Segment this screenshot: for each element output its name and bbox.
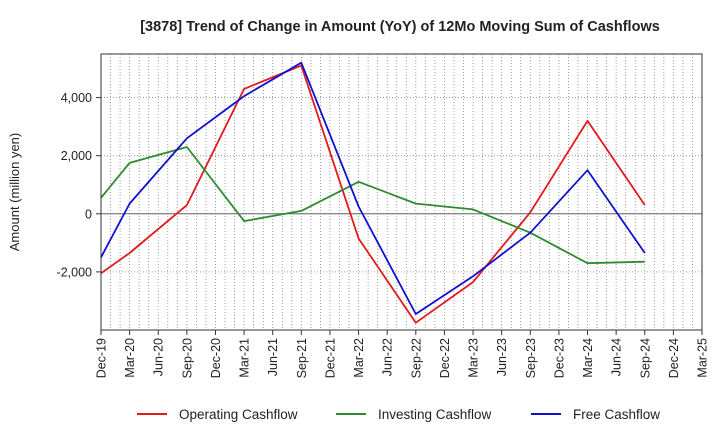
y-tick-label: 4,000 [61,91,92,105]
x-tick-label: Sep-20 [180,338,194,378]
x-axis-ticks: Dec-19 Mar-20 Jun-20 Sep-20 Dec-20 Mar-21 Jun-… [95,330,710,378]
x-tick-label: Dec-21 [324,338,338,378]
plot-frame [100,53,703,331]
legend: Operating Cashflow Investing Cashflow Free… [137,407,660,422]
x-tick-label: Jun-24 [610,338,624,376]
series-line-2 [100,61,646,315]
y-tick-label: -2,000 [57,265,92,279]
gridlines [101,54,702,330]
series-lines [100,61,646,324]
x-tick-label: Sep-23 [524,338,538,378]
x-tick-label: Jun-20 [152,338,166,376]
x-tick-label: Dec-19 [95,338,109,378]
x-tick-label: Dec-22 [438,338,452,378]
y-tick-label: 0 [85,207,92,221]
y-tick-label: 2,000 [61,149,92,163]
x-tick-label: Mar-20 [123,338,137,378]
x-tick-label: Mar-22 [352,338,366,378]
x-tick-label: Dec-23 [552,338,566,378]
x-tick-label: Sep-22 [409,338,423,378]
x-tick-label: Mar-21 [238,338,252,378]
x-tick-label: Dec-24 [667,338,681,378]
y-axis-ticks: -2,000 0 2,000 4,000 [57,91,101,279]
legend-label-1: Investing Cashflow [378,407,492,422]
series-line-0 [100,64,646,324]
x-tick-label: Jun-23 [495,338,509,376]
x-tick-label: Sep-24 [638,338,652,378]
x-tick-label: Mar-24 [581,338,595,378]
legend-label-0: Operating Cashflow [179,407,298,422]
x-tick-label: Mar-23 [467,338,481,378]
x-tick-label: Dec-20 [209,338,223,378]
legend-label-2: Free Cashflow [573,407,660,422]
x-tick-label: Mar-25 [696,338,710,378]
chart-title: [3878] Trend of Change in Amount (YoY) o… [140,19,660,35]
series-line-1 [100,146,645,265]
x-tick-label: Sep-21 [295,338,309,378]
y-axis-label: Amount (million yen) [7,133,22,252]
x-tick-label: Jun-22 [381,338,395,376]
x-tick-label: Jun-21 [266,338,280,376]
